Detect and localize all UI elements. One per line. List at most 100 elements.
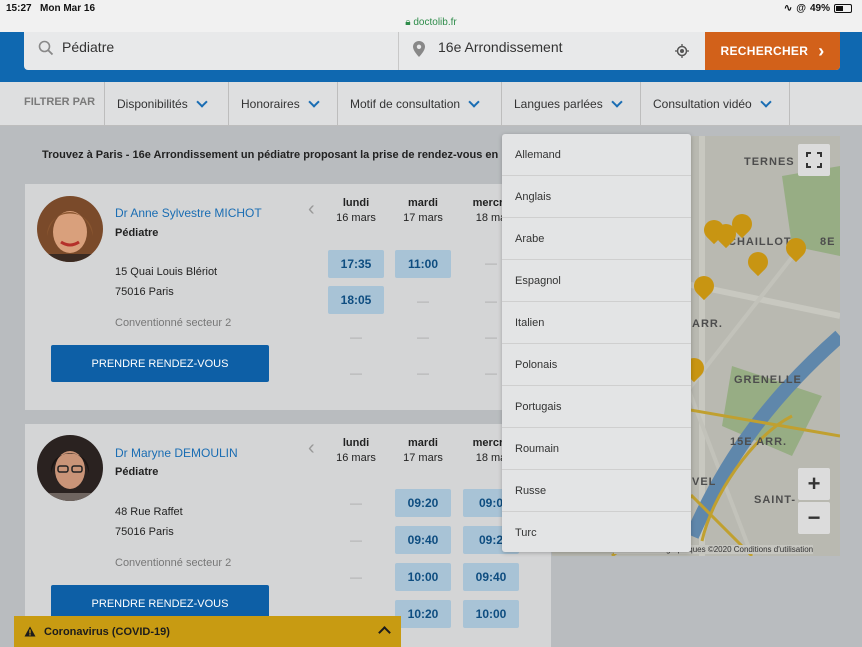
address-line-2: 75016 Paris bbox=[115, 526, 174, 538]
chevron-down-icon bbox=[468, 96, 480, 108]
language-option[interactable]: Allemand bbox=[502, 134, 691, 176]
warning-icon bbox=[24, 626, 36, 637]
languages-dropdown: Allemand Anglais Arabe Espagnol Italien … bbox=[502, 134, 691, 552]
address-line-2: 75016 Paris bbox=[115, 286, 174, 298]
empty-slot: — bbox=[485, 366, 497, 380]
chevron-down-icon bbox=[760, 96, 772, 108]
doctor-address: 15 Quai Louis Blériot 75016 Paris bbox=[115, 262, 217, 302]
time-slot[interactable]: 09:40 bbox=[395, 526, 451, 554]
day-header: mercre 18 ma bbox=[463, 436, 519, 466]
day-header: lundi 16 mars bbox=[328, 436, 384, 466]
day-name: lundi bbox=[342, 197, 370, 209]
battery-percent: 49% bbox=[809, 3, 830, 14]
day-date: 16 mars bbox=[336, 452, 376, 464]
day-name: mercre bbox=[472, 197, 510, 209]
language-option[interactable]: Roumain bbox=[502, 428, 691, 470]
doctor-card: Dr Anne Sylvestre MICHOT Pédiatre 15 Qua… bbox=[25, 184, 551, 410]
doctor-name[interactable]: Dr Maryne DEMOULIN bbox=[115, 446, 238, 460]
search-bar: Pédiatre 16e Arrondissement RECHERCHER › bbox=[24, 32, 840, 70]
day-date: 17 mars bbox=[403, 212, 443, 224]
time-slot[interactable]: 09:20 bbox=[395, 489, 451, 517]
book-appointment-button[interactable]: PRENDRE RENDEZ-VOUS bbox=[51, 585, 269, 622]
language-option[interactable]: Russe bbox=[502, 470, 691, 512]
time-slot[interactable]: 18:05 bbox=[328, 286, 384, 314]
battery-icon bbox=[834, 4, 852, 13]
chevron-up-icon[interactable] bbox=[378, 626, 391, 639]
search-button-label: RECHERCHER bbox=[720, 44, 809, 58]
day-header: mardi 17 mars bbox=[395, 436, 451, 466]
filter-reason-label: Motif de consultation bbox=[350, 97, 461, 111]
day-name: mercre bbox=[472, 437, 510, 449]
map-label: GRENELLE bbox=[734, 374, 802, 386]
zoom-out-button[interactable]: − bbox=[798, 502, 830, 534]
url-bar[interactable]: 🔒︎ doctolib.fr bbox=[0, 17, 862, 28]
filter-fees[interactable]: Honoraires bbox=[228, 82, 337, 126]
map-label: SAINT- bbox=[754, 494, 797, 506]
language-option[interactable]: Turc bbox=[515, 527, 537, 539]
day-header: mercre 18 ma bbox=[463, 196, 519, 226]
map-label: 15E ARR. bbox=[730, 436, 788, 448]
map-label: VEL bbox=[692, 476, 717, 488]
day-date: 16 mars bbox=[336, 212, 376, 224]
empty-slot: — bbox=[350, 496, 362, 510]
empty-slot: — bbox=[417, 330, 429, 344]
locate-icon[interactable] bbox=[675, 44, 689, 58]
empty-slot: — bbox=[417, 294, 429, 308]
empty-slot: — bbox=[350, 570, 362, 584]
specialty-input[interactable]: Pédiatre bbox=[62, 39, 115, 55]
filter-availability[interactable]: Disponibilités bbox=[104, 82, 228, 126]
status-date: Mon Mar 16 bbox=[40, 3, 96, 14]
day-header: lundi 16 mars bbox=[328, 196, 384, 226]
language-option[interactable]: Portugais bbox=[502, 386, 691, 428]
empty-slot: — bbox=[350, 366, 362, 380]
day-date: 18 ma bbox=[475, 212, 507, 224]
language-option[interactable]: Anglais bbox=[502, 176, 691, 218]
time-slot[interactable]: 09:40 bbox=[463, 563, 519, 591]
search-button[interactable]: RECHERCHER › bbox=[705, 32, 840, 70]
covid-banner[interactable]: Coronavirus (COVID-19) bbox=[14, 616, 401, 647]
url-text: doctolib.fr bbox=[413, 17, 457, 28]
doctor-name[interactable]: Dr Anne Sylvestre MICHOT bbox=[115, 206, 262, 220]
filter-video-label: Consultation vidéo bbox=[653, 97, 752, 111]
day-date: 18 ma bbox=[475, 452, 507, 464]
day-name: mardi bbox=[408, 437, 438, 449]
time-slot[interactable]: 10:00 bbox=[395, 563, 451, 591]
filter-label: FILTRER PAR bbox=[24, 96, 96, 108]
fullscreen-icon[interactable] bbox=[798, 144, 830, 176]
empty-slot: — bbox=[417, 366, 429, 380]
chevron-left-icon[interactable]: ‹ bbox=[308, 437, 315, 459]
filter-video[interactable]: Consultation vidéo bbox=[640, 82, 790, 126]
ios-status-bar: 15:27 Mon Mar 16 🔒︎ doctolib.fr ∿ @ 49% bbox=[0, 0, 862, 32]
avatar[interactable] bbox=[37, 435, 103, 501]
location-field[interactable]: 16e Arrondissement bbox=[400, 32, 705, 70]
chevron-down-icon bbox=[308, 96, 320, 108]
filter-reason[interactable]: Motif de consultation bbox=[337, 82, 501, 126]
time-slot[interactable]: 11:00 bbox=[395, 250, 451, 278]
location-input[interactable]: 16e Arrondissement bbox=[438, 39, 563, 55]
filter-languages[interactable]: Langues parlées bbox=[501, 82, 640, 126]
day-header: mardi 17 mars bbox=[395, 196, 451, 226]
results-heading: Trouvez à Paris - 16e Arrondissement un … bbox=[42, 149, 499, 161]
language-option[interactable]: Polonais bbox=[502, 344, 691, 386]
language-option[interactable]: Italien bbox=[502, 302, 691, 344]
chevron-left-icon[interactable]: ‹ bbox=[308, 198, 315, 220]
time-slot[interactable]: 10:20 bbox=[395, 600, 451, 628]
time-slot[interactable]: 10:00 bbox=[463, 600, 519, 628]
language-option[interactable]: Espagnol bbox=[502, 260, 691, 302]
covid-banner-label: Coronavirus (COVID-19) bbox=[44, 625, 170, 638]
search-icon bbox=[38, 40, 54, 56]
map-attribution: Données cartographiques ©2020 Conditions… bbox=[614, 545, 814, 554]
avatar[interactable] bbox=[37, 196, 103, 262]
language-option[interactable]: Arabe bbox=[502, 218, 691, 260]
doctor-specialty: Pédiatre bbox=[115, 227, 159, 239]
map-label: CHAILLOT bbox=[728, 236, 792, 248]
time-slot[interactable]: 17:35 bbox=[328, 250, 384, 278]
address-line-1: 15 Quai Louis Blériot bbox=[115, 266, 218, 278]
map-label: ARR. bbox=[692, 318, 723, 330]
doctor-sector: Conventionné secteur 2 bbox=[115, 557, 232, 569]
book-appointment-button[interactable]: PRENDRE RENDEZ-VOUS bbox=[51, 345, 269, 382]
day-name: lundi bbox=[342, 437, 370, 449]
lock-icon: 🔒︎ bbox=[405, 17, 411, 28]
zoom-in-button[interactable]: + bbox=[798, 468, 830, 500]
specialty-field[interactable]: Pédiatre bbox=[24, 32, 399, 70]
